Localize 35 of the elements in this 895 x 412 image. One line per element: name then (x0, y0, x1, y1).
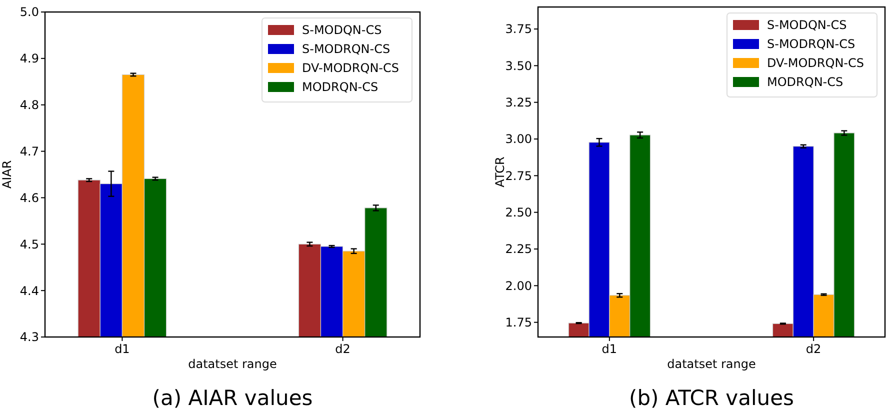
legend-label: S-MODRQN-CS (767, 37, 856, 52)
legend-label: S-MODQN-CS (302, 23, 382, 38)
y-tick-label: 3.00 (505, 132, 532, 146)
y-tick-label: 2.00 (505, 278, 532, 293)
y-tick-label: 4.6 (20, 190, 39, 205)
legend-label: DV-MODRQN-CS (302, 61, 399, 76)
y-tick-label: 3.50 (505, 58, 532, 73)
x-tick-label: d1 (602, 342, 618, 356)
y-tick-label: 2.25 (505, 242, 532, 256)
y-tick-label: 5.0 (20, 5, 39, 20)
y-tick-label: 4.9 (20, 52, 39, 66)
y-axis-title: AIAR (0, 160, 14, 189)
y-tick-label: 4.8 (20, 98, 39, 112)
x-tick-label: d2 (335, 342, 350, 356)
text: (b) ATCR values (629, 386, 794, 410)
legend-label: S-MODQN-CS (767, 18, 847, 32)
y-tick-label: 2.75 (505, 168, 532, 183)
y-tick-label: 4.7 (20, 144, 39, 158)
y-tick-label: 4.3 (20, 330, 39, 344)
y-tick-label: 3.25 (505, 96, 532, 110)
y-tick-label: 4.5 (20, 237, 39, 252)
x-tick-label: d2 (806, 342, 822, 356)
legend-label: DV-MODRQN-CS (767, 56, 864, 70)
legend-label: MODRQN-CS (767, 75, 844, 90)
x-axis-title: datatset range (188, 357, 277, 371)
legend-label: S-MODRQN-CS (302, 42, 390, 56)
text: (a) AIAR values (152, 386, 313, 410)
y-axis-title: ATCR (493, 156, 507, 188)
x-tick-label: d1 (114, 342, 130, 356)
y-tick-label: 1.75 (505, 316, 532, 330)
y-tick-label: 4.4 (20, 284, 39, 298)
legend-label: MODRQN-CS (302, 80, 378, 94)
x-axis-title: datatset range (667, 357, 756, 371)
y-tick-label: 3.75 (505, 22, 532, 36)
y-tick-label: 2.50 (505, 206, 532, 220)
